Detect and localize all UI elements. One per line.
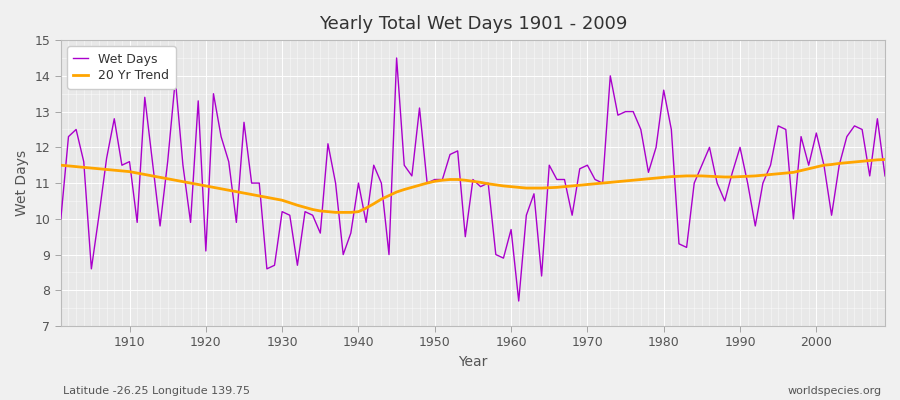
Wet Days: [513, 299, 524, 304]
Wet Days: [284, 213, 295, 218]
Wet Days: [613, 113, 624, 118]
20 Yr Trend: [116, 168, 127, 173]
20 Yr Trend: [513, 185, 524, 190]
Y-axis label: Wet Days: Wet Days: [15, 150, 29, 216]
20 Yr Trend: [338, 210, 348, 215]
Wet Days: [330, 181, 341, 186]
20 Yr Trend: [284, 200, 295, 205]
20 Yr Trend: [330, 210, 341, 215]
Line: 20 Yr Trend: 20 Yr Trend: [61, 160, 885, 212]
20 Yr Trend: [56, 163, 67, 168]
Wet Days: [56, 216, 67, 221]
20 Yr Trend: [879, 157, 890, 162]
Wet Days: [506, 227, 517, 232]
Title: Yearly Total Wet Days 1901 - 2009: Yearly Total Wet Days 1901 - 2009: [319, 15, 627, 33]
20 Yr Trend: [506, 184, 517, 189]
Wet Days: [521, 213, 532, 218]
Wet Days: [392, 56, 402, 60]
X-axis label: Year: Year: [458, 355, 488, 369]
Legend: Wet Days, 20 Yr Trend: Wet Days, 20 Yr Trend: [68, 46, 176, 89]
Wet Days: [116, 163, 127, 168]
Line: Wet Days: Wet Days: [61, 58, 885, 301]
Text: Latitude -26.25 Longitude 139.75: Latitude -26.25 Longitude 139.75: [63, 386, 250, 396]
20 Yr Trend: [605, 180, 616, 185]
Wet Days: [879, 174, 890, 178]
Text: worldspecies.org: worldspecies.org: [788, 386, 882, 396]
